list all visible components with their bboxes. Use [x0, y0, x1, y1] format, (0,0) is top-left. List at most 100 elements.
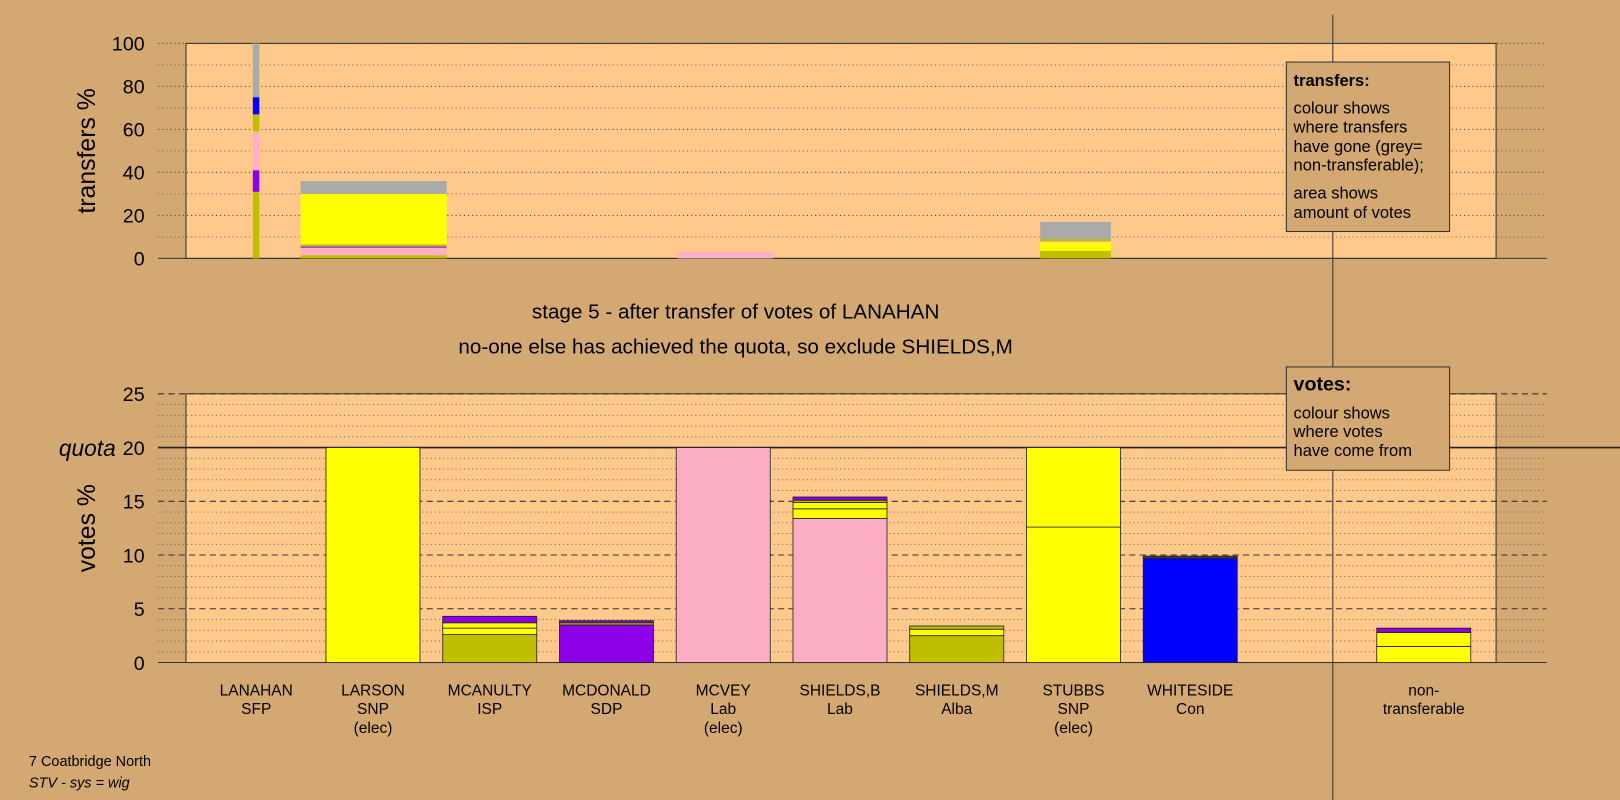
vote-segment — [442, 622, 538, 629]
legend-text: have gone (grey= — [1294, 137, 1423, 156]
y-tick-label: 80 — [123, 77, 145, 99]
legend-text: colour shows — [1294, 99, 1390, 118]
quota-label: quota — [59, 435, 116, 461]
legend-title: votes: — [1294, 374, 1352, 396]
stage-title: stage 5 - after transfer of votes of LAN… — [532, 300, 939, 323]
x-tick-label: (elec) — [1054, 720, 1093, 737]
transfer-segment — [300, 181, 447, 194]
vote-segment — [559, 620, 654, 624]
x-tick-label: Alba — [941, 701, 972, 718]
vote-segment — [325, 447, 421, 663]
vote-segment — [792, 501, 888, 510]
vote-segment — [1142, 557, 1238, 663]
x-tick-label: Lab — [710, 701, 736, 718]
vote-segment — [792, 518, 888, 663]
legend-text: non-transferable); — [1294, 156, 1424, 175]
legend-title: transfers: — [1294, 71, 1370, 90]
y-tick-label: 0 — [134, 249, 145, 271]
vote-segment — [1142, 555, 1238, 558]
transfer-segment — [1040, 241, 1111, 243]
vote-segment — [1026, 526, 1121, 663]
x-tick-label: (elec) — [354, 720, 393, 737]
x-tick-label: MCVEY — [696, 683, 751, 700]
vote-segment — [909, 628, 1005, 637]
x-tick-label: WHITESIDE — [1147, 683, 1233, 700]
transfer-segment — [1040, 250, 1111, 259]
x-tick-label: ISP — [477, 701, 502, 718]
y-tick-label: 20 — [123, 438, 145, 460]
transfer-segment — [1040, 242, 1111, 251]
y-tick-label: 25 — [123, 384, 145, 406]
y-axis-title: transfers % — [74, 88, 101, 213]
vote-segment — [442, 634, 538, 663]
vote-segment — [909, 635, 1005, 663]
x-tick-label: non- — [1408, 683, 1439, 700]
y-tick-label: 40 — [123, 163, 145, 185]
x-tick-label: SNP — [1058, 701, 1090, 718]
y-tick-label: 10 — [123, 545, 145, 567]
legend-text: where transfers — [1293, 117, 1408, 136]
x-tick-label: SHIELDS,M — [915, 683, 999, 700]
legend-text: amount of votes — [1294, 203, 1411, 222]
x-tick-label: MCANULTY — [448, 683, 532, 700]
transfer-segment — [252, 191, 260, 259]
legend-text: area shows — [1294, 183, 1378, 202]
y-tick-label: 60 — [123, 120, 145, 142]
x-tick-label: Lab — [827, 701, 853, 718]
vote-segment — [1376, 632, 1472, 647]
vote-segment — [1026, 447, 1121, 528]
x-tick-label: LANAHAN — [220, 683, 293, 700]
transfer-segment — [1040, 221, 1111, 240]
legend-text: have come from — [1294, 441, 1412, 460]
x-tick-label: Con — [1176, 701, 1204, 718]
transfers-legend: transfers: colour shows where transfers … — [1285, 61, 1451, 233]
y-tick-label: 0 — [134, 653, 145, 675]
legend-box — [1285, 61, 1451, 233]
x-tick-label: MCDONALD — [562, 683, 651, 700]
legend-text: where votes — [1293, 422, 1383, 441]
vote-segment — [442, 627, 538, 636]
transfer-segment — [252, 43, 260, 98]
x-tick-label: transferable — [1383, 701, 1465, 718]
legend-box — [1285, 366, 1451, 471]
plots: 0 20 40 60 80 100 transfers % 0 5 10 15 20 25 votes %… — [59, 34, 1620, 737]
vote-segment — [675, 447, 771, 663]
y-tick-label: 100 — [112, 34, 145, 56]
x-tick-label: (elec) — [704, 720, 743, 737]
area-name: 7 Coatbridge North — [29, 754, 151, 770]
transfer-segment — [252, 97, 260, 115]
vote-segment — [559, 624, 654, 663]
votes-legend: votes: colour shows where votes have com… — [1285, 366, 1451, 471]
transfer-segment — [252, 114, 260, 132]
transfer-segment — [677, 251, 773, 259]
canvas: 0 20 40 60 80 100 transfers % 0 5 10 15 20 25 votes %… — [29, 14, 1620, 800]
transfer-segment — [252, 131, 260, 171]
x-tick-label: SFP — [241, 701, 271, 718]
vote-segment — [1376, 646, 1472, 663]
transfer-segment — [300, 255, 447, 259]
transfer-segment — [300, 246, 447, 248]
transfer-segment — [300, 244, 447, 247]
vote-segment — [792, 508, 888, 519]
x-tick-label: LARSON — [341, 683, 405, 700]
x-tick-label: STUBBS — [1042, 683, 1104, 700]
transfer-segment — [300, 193, 447, 245]
system-name: STV - sys = wig — [29, 776, 130, 792]
transfer-segment — [300, 247, 447, 256]
legend-text: colour shows — [1294, 404, 1390, 423]
vote-segment — [792, 496, 888, 501]
x-tick-label: SHIELDS,B — [800, 683, 881, 700]
vote-segment — [1376, 627, 1472, 633]
y-tick-label: 5 — [134, 599, 145, 621]
vote-segment — [442, 615, 538, 624]
y-tick-label: 15 — [123, 492, 145, 514]
y-axis-title: votes % — [74, 484, 101, 572]
y-tick-label: 20 — [123, 206, 145, 228]
x-tick-label: SNP — [357, 701, 389, 718]
transfer-segment — [252, 170, 260, 192]
x-tick-label: SDP — [591, 701, 623, 718]
transfer-segment — [1040, 239, 1111, 242]
stage-note: no-one else has achieved the quota, so e… — [458, 335, 1013, 358]
